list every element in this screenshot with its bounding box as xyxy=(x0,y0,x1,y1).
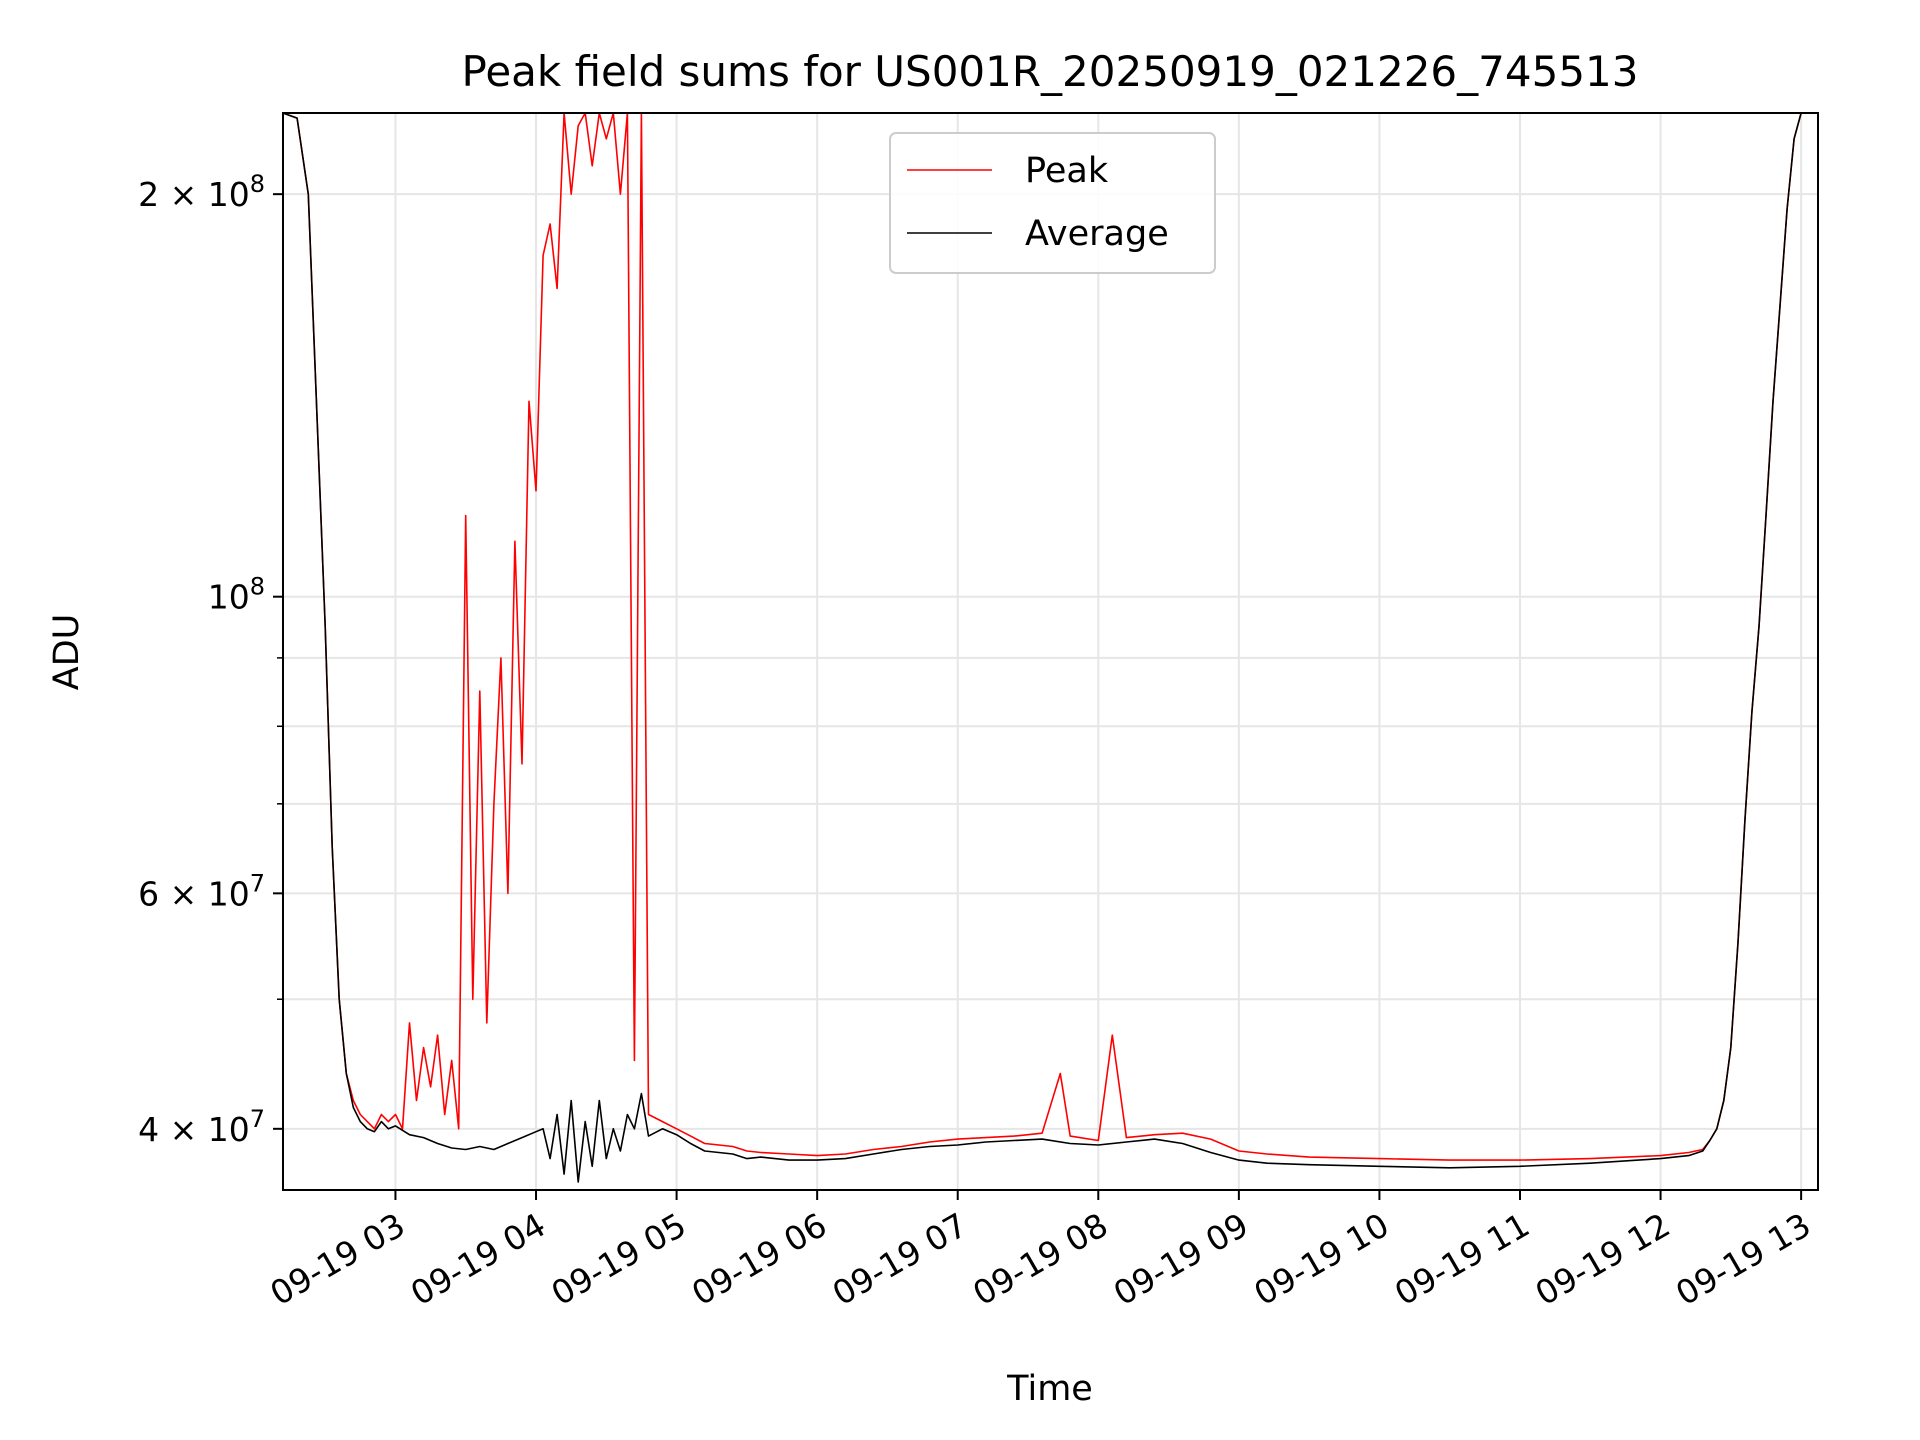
y-axis-title: ADU xyxy=(47,614,87,691)
y-tick-label: 6 × 107 xyxy=(138,869,265,913)
legend-label-average: Average xyxy=(1025,214,1169,254)
legend-box xyxy=(889,132,1216,274)
x-axis-title: Time xyxy=(1006,1369,1093,1409)
legend-label-peak: Peak xyxy=(1025,151,1109,191)
plot-frame xyxy=(282,112,1819,1191)
legend: Peak Average xyxy=(889,132,1216,274)
series-line-peak xyxy=(283,113,1818,1161)
series-layer xyxy=(283,113,1818,1183)
y-tick-label: 4 × 107 xyxy=(138,1105,265,1149)
y-tick-label: 108 xyxy=(208,573,265,617)
y-axis: 4 × 107 6 × 107 108 2 × 108 xyxy=(138,170,283,1149)
series-line-average xyxy=(283,113,1818,1183)
y-tick-label: 2 × 108 xyxy=(138,170,265,214)
chart-title: Peak field sums for US001R_20250919_0212… xyxy=(462,47,1639,96)
